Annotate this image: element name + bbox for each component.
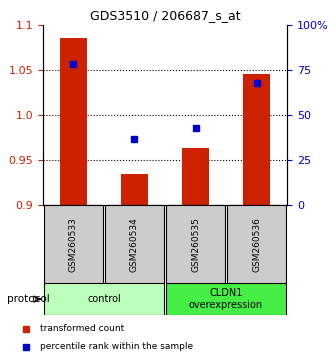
Text: transformed count: transformed count <box>40 324 124 333</box>
Text: control: control <box>87 294 121 304</box>
Text: GSM260536: GSM260536 <box>252 217 261 272</box>
Bar <box>44 283 164 315</box>
Bar <box>166 283 286 315</box>
Bar <box>121 174 148 205</box>
Text: GSM260535: GSM260535 <box>191 217 200 272</box>
Bar <box>105 205 164 283</box>
Bar <box>60 38 87 205</box>
Text: protocol: protocol <box>7 294 50 304</box>
Text: percentile rank within the sample: percentile rank within the sample <box>40 342 193 352</box>
Bar <box>227 205 286 283</box>
Bar <box>243 74 270 205</box>
Bar <box>166 205 225 283</box>
Bar <box>44 205 103 283</box>
Text: GSM260533: GSM260533 <box>69 217 78 272</box>
Bar <box>182 148 209 205</box>
Text: CLDN1
overexpression: CLDN1 overexpression <box>189 288 263 310</box>
Title: GDS3510 / 206687_s_at: GDS3510 / 206687_s_at <box>90 9 240 22</box>
Text: GSM260534: GSM260534 <box>130 217 139 272</box>
